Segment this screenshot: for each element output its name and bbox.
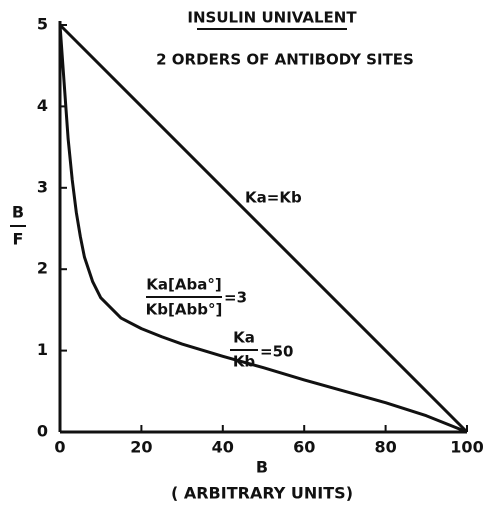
- y-tick-label: 2: [37, 259, 48, 278]
- y-tick-label: 5: [37, 15, 48, 34]
- y-label-denominator: F: [13, 230, 24, 249]
- annotation: =3: [224, 289, 247, 307]
- chart-subtitle: 2 ORDERS OF ANTIBODY SITES: [156, 51, 414, 69]
- annotation: Ka: [233, 329, 255, 347]
- x-tick-label: 40: [212, 438, 234, 457]
- annotation: =50: [260, 343, 293, 361]
- x-tick-label: 20: [130, 438, 152, 457]
- x-tick-label: 0: [54, 438, 65, 457]
- y-label-numerator: B: [12, 203, 24, 222]
- y-tick-label: 1: [37, 340, 48, 359]
- y-tick-label: 0: [37, 422, 48, 441]
- annotation: Ka=Kb: [245, 189, 302, 207]
- line: [58, 24, 468, 434]
- x-tick-label: 100: [450, 438, 483, 457]
- x-tick-label: 60: [293, 438, 315, 457]
- annotation: Ka[Aba°]: [146, 276, 221, 294]
- x-tick-label: 80: [374, 438, 396, 457]
- y-tick-label: 3: [37, 177, 48, 196]
- annotation: Kb[Abb°]: [146, 301, 223, 319]
- x-label: B: [256, 458, 268, 477]
- x-label-sub: ( ARBITRARY UNITS): [171, 484, 353, 503]
- chart-title: INSULIN UNIVALENT: [187, 9, 357, 27]
- line: [58, 23, 469, 434]
- y-tick-label: 4: [37, 96, 48, 115]
